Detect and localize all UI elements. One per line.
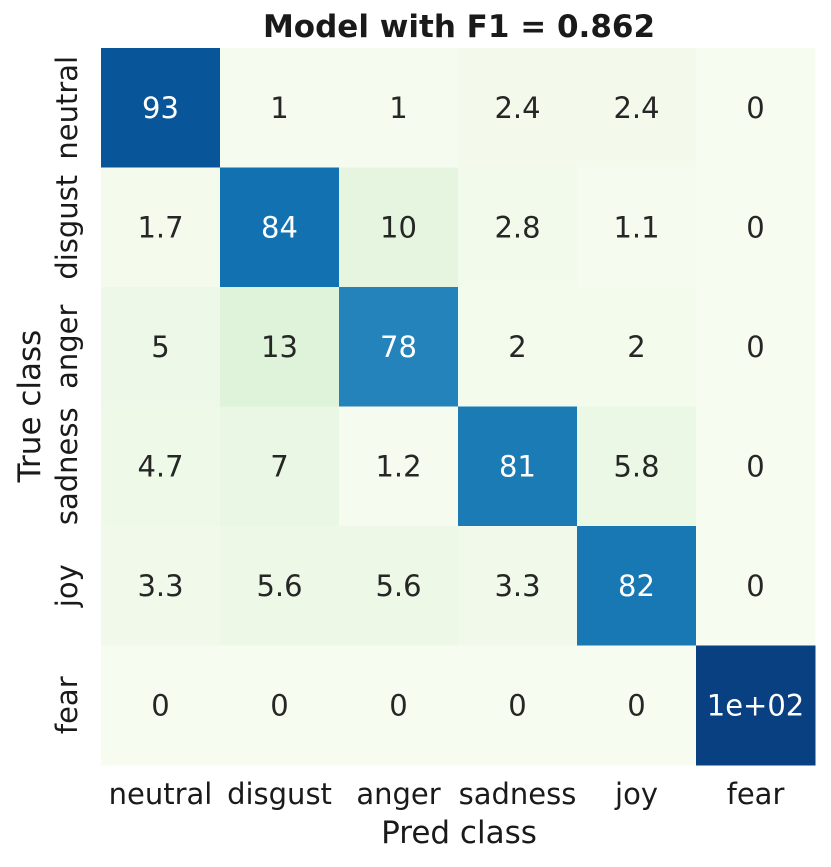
heatmap-cells xyxy=(101,48,816,766)
heatmap-cell-neutral-disgust xyxy=(220,48,340,168)
heatmap-cell-fear-fear xyxy=(696,645,816,766)
cell-value-label: 0 xyxy=(746,330,764,364)
x-axis-label: Pred class xyxy=(381,815,537,851)
heatmap-cell-joy-disgust xyxy=(220,526,340,646)
cell-value-label: 1 xyxy=(270,91,288,125)
cell-value-label: 1e+02 xyxy=(707,688,805,722)
cell-value-label: 4.7 xyxy=(137,449,183,483)
cell-value-label: 1.7 xyxy=(137,210,183,244)
heatmap-cell-anger-fear xyxy=(696,287,816,407)
heatmap-cell-sadness-neutral xyxy=(101,406,221,527)
y-tick-label-disgust: disgust xyxy=(50,175,84,280)
heatmap-cell-anger-disgust xyxy=(220,287,340,407)
heatmap-cell-anger-neutral xyxy=(101,287,221,407)
heatmap-cell-fear-neutral xyxy=(101,645,221,766)
heatmap-cell-labels: 93 1 1 2.4 2.4 0 1.7 84 10 2.8 1.1 0 5 13 78 2 2 0 4.7 7 1.2… xyxy=(137,91,804,723)
cell-value-label: 81 xyxy=(499,449,536,483)
cell-value-label: 10 xyxy=(380,210,417,244)
x-tick-label-neutral: neutral xyxy=(109,777,213,811)
heatmap-cell-anger-sadness xyxy=(458,287,578,407)
cell-value-label: 3.3 xyxy=(137,569,183,603)
x-tick-label-sadness: sadness xyxy=(459,777,577,811)
heatmap-cell-joy-joy xyxy=(577,526,697,646)
y-tick-label-joy: joy xyxy=(50,564,84,608)
heatmap-cell-joy-anger xyxy=(339,526,459,646)
y-tick-label-neutral: neutral xyxy=(50,56,84,160)
heatmap-cell-joy-sadness xyxy=(458,526,578,646)
heatmap-cell-disgust-disgust xyxy=(220,167,340,288)
heatmap-cell-joy-neutral xyxy=(101,526,221,646)
cell-value-label: 0 xyxy=(746,569,764,603)
cell-value-label: 5 xyxy=(151,330,169,364)
cell-value-label: 0 xyxy=(151,688,169,722)
y-tick-label-sadness: sadness xyxy=(50,407,84,525)
y-tick-label-anger: anger xyxy=(50,305,84,389)
cell-value-label: 2.4 xyxy=(494,91,540,125)
heatmap-cell-disgust-anger xyxy=(339,167,459,288)
x-tick-label-disgust: disgust xyxy=(227,777,332,811)
heatmap-cell-fear-disgust xyxy=(220,645,340,766)
x-tick-label-joy: joy xyxy=(614,777,658,811)
y-tick-label-fear: fear xyxy=(50,676,84,734)
heatmap-cell-sadness-fear xyxy=(696,406,816,527)
heatmap-cell-disgust-fear xyxy=(696,167,816,288)
heatmap-cell-neutral-sadness xyxy=(458,48,578,168)
heatmap-cell-sadness-anger xyxy=(339,406,459,527)
heatmap-cell-fear-joy xyxy=(577,645,697,766)
cell-value-label: 0 xyxy=(746,210,764,244)
cell-value-label: 7 xyxy=(270,449,288,483)
cell-value-label: 0 xyxy=(627,688,645,722)
heatmap-cell-anger-joy xyxy=(577,287,697,407)
heatmap-cell-disgust-neutral xyxy=(101,167,221,288)
cell-value-label: 1.1 xyxy=(613,210,659,244)
heatmap-cell-disgust-sadness xyxy=(458,167,578,288)
cell-value-label: 82 xyxy=(618,569,655,603)
cell-value-label: 0 xyxy=(746,449,764,483)
x-tick-label-anger: anger xyxy=(356,777,440,811)
heatmap-cell-anger-anger xyxy=(339,287,459,407)
cell-value-label: 2.8 xyxy=(494,210,540,244)
heatmap-cell-sadness-sadness xyxy=(458,406,578,527)
cell-value-label: 0 xyxy=(389,688,407,722)
y-axis-ticks: neutral disgust anger sadness joy fear xyxy=(50,56,84,734)
cell-value-label: 0 xyxy=(746,91,764,125)
heatmap-cell-fear-sadness xyxy=(458,645,578,766)
cell-value-label: 2 xyxy=(627,330,645,364)
cell-value-label: 0 xyxy=(270,688,288,722)
x-tick-label-fear: fear xyxy=(727,777,785,811)
cell-value-label: 13 xyxy=(261,330,298,364)
cell-value-label: 3.3 xyxy=(494,569,540,603)
heatmap-cell-sadness-joy xyxy=(577,406,697,527)
heatmap-cell-joy-fear xyxy=(696,526,816,646)
cell-value-label: 1 xyxy=(389,91,407,125)
cell-value-label: 2 xyxy=(508,330,526,364)
cell-value-label: 1.2 xyxy=(375,449,421,483)
cell-value-label: 5.8 xyxy=(613,449,659,483)
heatmap-cell-fear-anger xyxy=(339,645,459,766)
chart-title: Model with F1 = 0.862 xyxy=(263,9,655,45)
heatmap-cell-sadness-disgust xyxy=(220,406,340,527)
cell-value-label: 5.6 xyxy=(375,569,421,603)
heatmap-cell-neutral-anger xyxy=(339,48,459,168)
x-axis-ticks: neutral disgust anger sadness joy fear xyxy=(109,777,785,811)
heatmap-cell-disgust-joy xyxy=(577,167,697,288)
heatmap-cell-neutral-joy xyxy=(577,48,697,168)
y-axis-label: True class xyxy=(12,330,48,484)
heatmap-cell-neutral-fear xyxy=(696,48,816,168)
cell-value-label: 84 xyxy=(261,210,298,244)
cell-value-label: 2.4 xyxy=(613,91,659,125)
cell-value-label: 93 xyxy=(142,91,179,125)
cell-value-label: 0 xyxy=(508,688,526,722)
cell-value-label: 78 xyxy=(380,330,417,364)
heatmap-cell-neutral-neutral xyxy=(101,48,221,168)
cell-value-label: 5.6 xyxy=(256,569,302,603)
